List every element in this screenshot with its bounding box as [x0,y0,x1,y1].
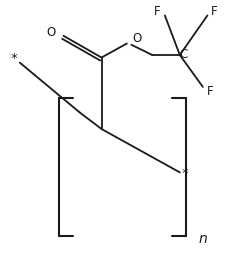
Text: C: C [180,48,188,61]
Text: *: * [11,52,17,65]
Text: *: * [182,167,188,180]
Text: F: F [211,5,217,18]
Text: O: O [132,33,142,45]
Text: n: n [199,232,207,246]
Text: O: O [46,26,55,39]
Text: F: F [207,85,213,98]
Text: F: F [154,5,161,18]
